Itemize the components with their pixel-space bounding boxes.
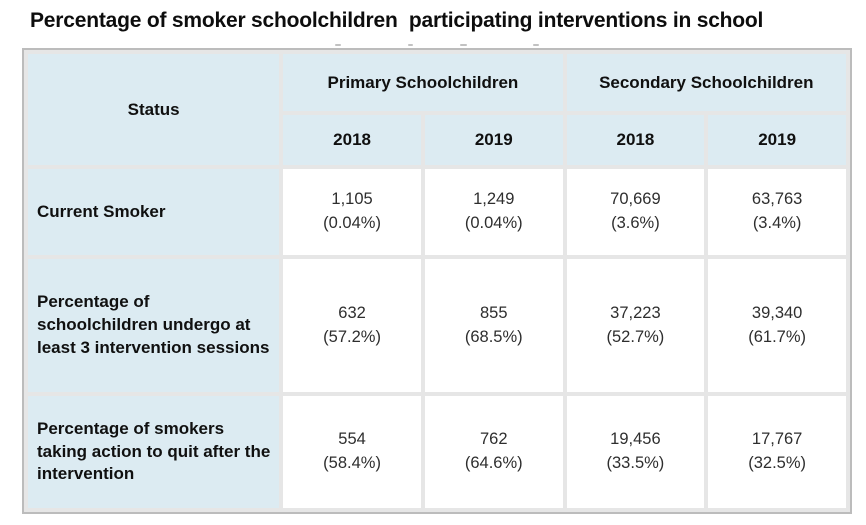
cell-count: 19,456 bbox=[610, 430, 661, 449]
table-row: Current Smoker 1,105 (0.04%) 1,249 (0.04… bbox=[28, 169, 846, 255]
cell-percent: (64.6%) bbox=[464, 454, 523, 472]
erased-text-artifact bbox=[460, 44, 467, 46]
column-header-secondary: Secondary Schoolchildren bbox=[566, 54, 846, 111]
column-header-secondary-2018: 2018 bbox=[566, 115, 705, 165]
cell-percent: (32.5%) bbox=[748, 454, 807, 472]
table-row: Percentage of schoolchildren undergo at … bbox=[28, 259, 846, 392]
row-label-quit-action: Percentage of smokers taking action to q… bbox=[28, 396, 280, 508]
column-header-status: Status bbox=[28, 54, 280, 165]
cell-current-smoker-secondary-2018: 70,669 (3.6%) bbox=[566, 169, 705, 255]
header-year-row: 2018 2019 2018 2019 bbox=[28, 115, 846, 165]
cell-current-smoker-primary-2019: 1,249 (0.04%) bbox=[424, 169, 563, 255]
cell-percent: (57.2%) bbox=[323, 327, 381, 346]
column-header-secondary-2019: 2019 bbox=[708, 115, 846, 165]
erased-text-artifact bbox=[335, 44, 341, 46]
cell-percent: (52.7%) bbox=[606, 327, 665, 346]
cell-percent: (33.5%) bbox=[606, 454, 665, 472]
cell-sessions-secondary-2018: 37,223 (52.7%) bbox=[566, 259, 705, 392]
table-row: Percentage of smokers taking action to q… bbox=[28, 396, 846, 508]
cell-quit-primary-2018: 554 (58.4%) bbox=[283, 396, 421, 508]
cell-sessions-primary-2018: 632 (57.2%) bbox=[283, 259, 421, 392]
header-group-row: Status Primary Schoolchildren Secondary … bbox=[28, 54, 846, 165]
interventions-table: Status Primary Schoolchildren Secondary … bbox=[22, 48, 852, 514]
cell-current-smoker-secondary-2019: 63,763 (3.4%) bbox=[708, 169, 846, 255]
cell-quit-secondary-2019: 17,767 (32.5%) bbox=[708, 396, 846, 508]
cell-current-smoker-primary-2018: 1,105 (0.04%) bbox=[283, 169, 421, 255]
cell-count: 762 bbox=[479, 430, 508, 449]
erased-text-artifact bbox=[533, 44, 539, 46]
cell-count: 39,340 bbox=[751, 303, 803, 322]
cell-count: 70,669 bbox=[610, 190, 661, 209]
data-table-container: Status Primary Schoolchildren Secondary … bbox=[22, 48, 852, 514]
column-header-primary-2018: 2018 bbox=[283, 115, 421, 165]
cell-count: 63,763 bbox=[751, 190, 803, 209]
cell-percent: (0.04%) bbox=[464, 214, 523, 232]
cell-percent: (58.4%) bbox=[323, 454, 381, 472]
column-header-primary-2019: 2019 bbox=[424, 115, 563, 165]
cell-sessions-primary-2019: 855 (68.5%) bbox=[424, 259, 563, 392]
cell-count: 1,105 bbox=[331, 190, 373, 209]
cell-count: 37,223 bbox=[610, 303, 661, 322]
row-label-current-smoker: Current Smoker bbox=[28, 169, 280, 255]
cell-count: 632 bbox=[338, 303, 366, 322]
cell-count: 1,249 bbox=[473, 190, 515, 209]
cell-count: 855 bbox=[479, 303, 508, 322]
cell-percent: (0.04%) bbox=[323, 214, 381, 232]
cell-percent: (68.5%) bbox=[464, 327, 523, 346]
cell-quit-secondary-2018: 19,456 (33.5%) bbox=[566, 396, 705, 508]
row-label-intervention-sessions: Percentage of schoolchildren undergo at … bbox=[28, 259, 280, 392]
erased-text-artifact bbox=[408, 44, 413, 46]
column-header-primary: Primary Schoolchildren bbox=[283, 54, 563, 111]
cell-percent: (3.4%) bbox=[752, 214, 802, 232]
cell-sessions-secondary-2019: 39,340 (61.7%) bbox=[708, 259, 846, 392]
cell-quit-primary-2019: 762 (64.6%) bbox=[424, 396, 563, 508]
cell-percent: (3.6%) bbox=[611, 214, 660, 232]
cell-percent: (61.7%) bbox=[748, 327, 807, 346]
page-title: Percentage of smoker schoolchildren part… bbox=[30, 9, 764, 32]
cell-count: 17,767 bbox=[751, 430, 803, 449]
cell-count: 554 bbox=[338, 430, 366, 449]
